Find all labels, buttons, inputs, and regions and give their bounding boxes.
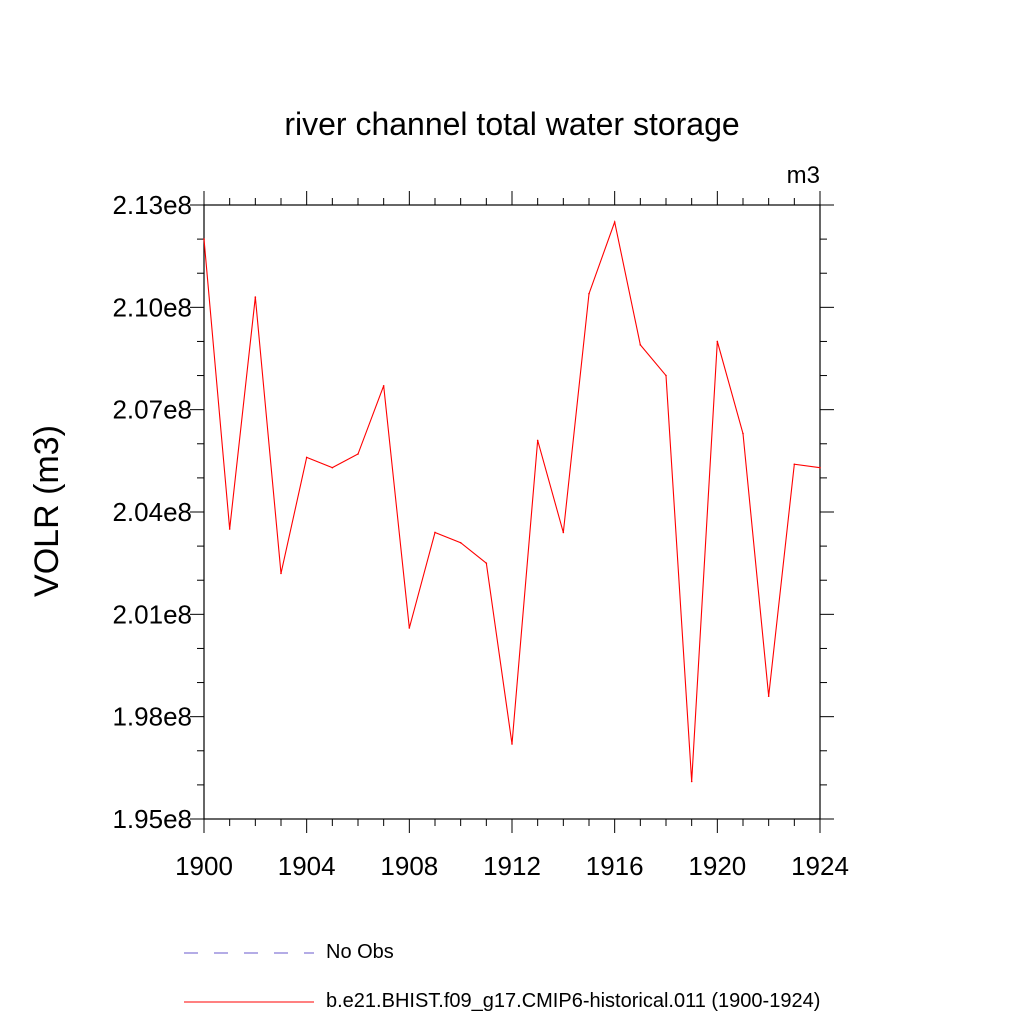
x-tick-label: 1912	[483, 851, 541, 881]
x-tick-label: 1924	[791, 851, 849, 881]
axes-frame	[203, 204, 821, 820]
data-point	[588, 292, 590, 295]
data-point	[331, 466, 334, 469]
x-tick-label: 1908	[380, 851, 438, 881]
data-point	[408, 627, 411, 629]
data-point	[280, 572, 282, 575]
data-point	[613, 221, 616, 223]
axis-ticks	[190, 191, 834, 833]
data-point	[228, 528, 231, 530]
x-tick-label: 1920	[688, 851, 746, 881]
series-layer	[203, 220, 821, 783]
y-tick-label: 2.10e8	[112, 292, 192, 322]
data-point	[382, 384, 385, 387]
x-tick-label: 1900	[175, 851, 233, 881]
data-point	[511, 743, 513, 745]
y-tick-label: 2.04e8	[112, 497, 192, 527]
data-point	[305, 456, 308, 459]
data-point	[485, 562, 488, 564]
y-axis-label: VOLR (m3)	[28, 425, 66, 597]
legend-label-no-obs: No Obs	[326, 941, 394, 963]
y-tick-label: 2.13e8	[112, 190, 192, 220]
data-point	[536, 439, 539, 442]
y-tick-label: 2.01e8	[112, 599, 192, 629]
legend-swatches	[184, 952, 314, 1003]
data-point	[767, 695, 770, 697]
plot-frame	[203, 204, 821, 820]
y-tick-label: 1.95e8	[112, 804, 192, 834]
data-point	[716, 340, 719, 343]
chart-title: river channel total water storage	[284, 106, 740, 142]
units-label: m3	[786, 162, 820, 189]
data-point	[690, 780, 693, 783]
data-point	[742, 432, 744, 435]
legend-label-model-run: b.e21.BHIST.f09_g17.CMIP6-historical.011…	[326, 990, 821, 1012]
data-point	[793, 463, 796, 466]
data-point	[639, 344, 642, 346]
data-point	[357, 453, 359, 455]
x-tick-label: 1904	[278, 851, 336, 881]
x-tick-label: 1916	[586, 851, 644, 881]
data-point	[203, 238, 205, 240]
data-point	[819, 466, 821, 469]
y-tick-label: 1.98e8	[112, 702, 192, 732]
axis-tick-labels: 1900 1904 1908 1912 1916 1920 1924 1.95e8 1.98e8…	[112, 190, 848, 881]
data-point	[665, 374, 667, 377]
series-line	[203, 220, 821, 782]
data-point	[562, 531, 565, 534]
data-point	[254, 296, 257, 298]
data-point	[434, 531, 436, 534]
y-tick-label: 2.07e8	[112, 395, 192, 425]
data-point	[459, 541, 462, 544]
